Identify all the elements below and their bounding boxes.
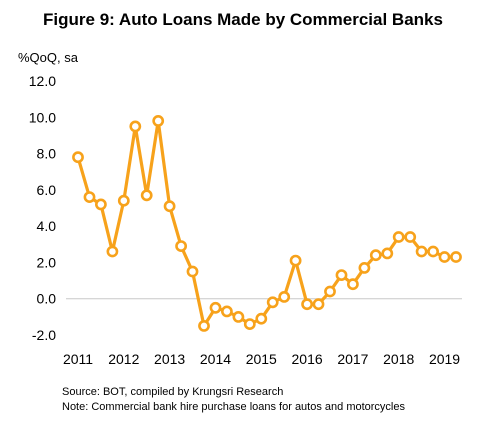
y-tick-label: -2.0: [32, 327, 56, 343]
x-tick-label: 2011: [63, 351, 93, 367]
y-tick-label: 12.0: [29, 73, 56, 89]
data-point: [209, 301, 222, 314]
data-point: [95, 198, 107, 211]
data-point: [255, 312, 268, 325]
chart-title: Figure 9: Auto Loans Made by Commercial …: [43, 10, 443, 29]
data-point: [415, 245, 428, 258]
y-tick-label: 0.0: [37, 291, 57, 307]
x-tick-label: 2015: [246, 351, 277, 367]
data-point: [369, 249, 382, 262]
y-tick-label: 8.0: [37, 146, 57, 162]
data-point: [106, 245, 119, 258]
data-point: [152, 115, 165, 127]
data-point: [404, 231, 417, 243]
data-point: [438, 251, 451, 263]
data-point: [175, 240, 187, 252]
data-point: [243, 318, 256, 330]
series-line: [76, 119, 456, 328]
data-point: [324, 285, 336, 298]
series-markers: [72, 115, 462, 332]
data-point: [289, 254, 302, 267]
data-point: [117, 194, 130, 207]
x-tick-label: 2014: [200, 351, 231, 367]
data-point: [83, 191, 96, 203]
x-tick-label: 2018: [383, 351, 414, 367]
x-tick-label: 2017: [337, 351, 368, 367]
data-point: [198, 319, 210, 332]
x-tick-label: 2013: [154, 351, 185, 367]
source-note: Source: BOT, compiled by Krungsri Resear…: [62, 386, 283, 398]
data-point: [450, 251, 462, 263]
data-point: [358, 261, 371, 274]
data-point: [335, 269, 348, 281]
data-point: [381, 247, 394, 260]
data-point: [346, 278, 359, 291]
x-tick-label: 2016: [292, 351, 323, 367]
x-axis-tick-labels: 2011 2012 2013 2014 2015 2016 2017 2018 2019: [63, 351, 460, 367]
y-axis-tick-labels: 12.0 10.0 8.0 6.0 4.0 2.0 0.0 -2.0: [29, 73, 56, 343]
data-point: [163, 200, 176, 213]
data-point: [427, 245, 439, 258]
data-point: [72, 151, 84, 164]
y-axis-unit-label: %QoQ, sa: [18, 50, 79, 65]
x-tick-label: 2012: [108, 351, 139, 367]
y-tick-label: 10.0: [29, 109, 56, 125]
data-point: [220, 305, 233, 318]
y-tick-label: 6.0: [37, 182, 57, 198]
data-point: [232, 310, 245, 323]
data-point: [186, 265, 199, 278]
data-point: [301, 298, 313, 311]
y-tick-label: 2.0: [37, 254, 57, 270]
y-tick-label: 4.0: [37, 218, 57, 234]
data-point: [312, 298, 325, 311]
data-point: [392, 231, 405, 243]
data-point: [278, 290, 291, 303]
x-tick-label: 2019: [429, 351, 460, 367]
data-point: [129, 120, 142, 133]
data-point: [266, 296, 279, 309]
footnote: Note: Commercial bank hire purchase loan…: [62, 401, 405, 413]
data-point: [140, 189, 153, 202]
